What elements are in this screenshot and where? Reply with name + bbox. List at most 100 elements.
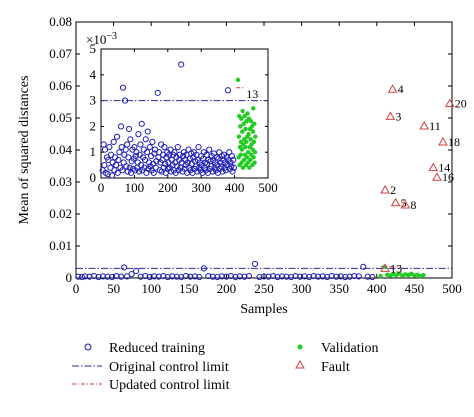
reduced-training-point <box>173 273 180 280</box>
inset-validation-point <box>247 165 252 170</box>
inset-reduced-training-point <box>106 143 113 151</box>
legend-validation-marker <box>297 344 303 350</box>
x-tick-label: 300 <box>292 281 312 296</box>
reduced-training-point <box>95 273 102 281</box>
reduced-training-point <box>133 267 140 275</box>
inset-reduced-training-point <box>161 143 168 151</box>
fault-label: 18 <box>448 135 460 149</box>
reduced-training-point <box>78 273 86 281</box>
reduced-training-point <box>178 273 185 281</box>
legend-original-limit-label: Original control limit <box>109 360 229 375</box>
inset-reduced-training-point <box>195 143 202 151</box>
reduced-training-point <box>292 272 299 280</box>
y-axis-label: Mean of squared distances <box>17 76 32 225</box>
y-tick-label: 0.08 <box>49 14 72 29</box>
inset-validation-point <box>235 77 241 83</box>
reduced-training-point <box>160 272 167 280</box>
fault-point <box>438 136 448 146</box>
inset-fault-label-13: 13 <box>246 87 258 101</box>
inset-validation-point <box>251 139 257 145</box>
reduced-training-point <box>301 273 308 280</box>
reduced-training-point <box>191 273 198 280</box>
legend-reduced-training-marker <box>84 343 92 351</box>
reduced-training-point <box>218 273 225 280</box>
inset-reduced-training-point <box>127 136 134 143</box>
x-tick-label: 450 <box>405 281 425 296</box>
fault-point <box>380 263 390 272</box>
inset-reduced-training-point <box>154 89 161 96</box>
inset-multiplier-exponent: −3 <box>106 31 117 42</box>
reduced-training-point <box>128 271 135 278</box>
reduced-training-point <box>260 273 268 280</box>
inset-reduced-training-point <box>178 61 185 68</box>
inset-validation-point <box>240 165 246 170</box>
inset-reduced-training-point <box>144 128 151 135</box>
x-tick-label: 150 <box>179 281 199 296</box>
y-tick-label: 0.05 <box>49 110 72 125</box>
legend-validation-label: Validation <box>321 341 379 356</box>
reduced-training-point <box>310 272 317 280</box>
inset-validation-point <box>239 147 245 152</box>
reduced-training-point <box>274 273 281 281</box>
inset-reduced-training-point <box>132 152 139 160</box>
x-tick-label: 350 <box>329 281 349 296</box>
reduced-training-point <box>86 273 93 280</box>
reduced-training-point <box>142 272 149 280</box>
reduced-training-point <box>164 273 171 281</box>
inset-reduced-training-point <box>135 131 142 138</box>
reduced-training-point <box>209 273 216 280</box>
inset-x-tick-label: 100 <box>125 180 145 195</box>
fault-point <box>419 120 430 130</box>
inset-reduced-training-point <box>224 87 232 94</box>
reduced-training-point <box>90 272 98 280</box>
x-tick-label: 0 <box>73 281 80 296</box>
y-tick-label: 0.06 <box>49 78 72 93</box>
inset-reduced-training-point <box>145 159 153 166</box>
inset-axes: ×10−3 0 100 200 300 400 500 0 1 2 3 4 5 13 <box>86 31 278 195</box>
inset-y-tick-label: 3 <box>90 93 97 108</box>
inset-reduced-training-point <box>206 146 213 153</box>
inset-validation-point <box>246 150 251 155</box>
inset-validation-point <box>250 129 256 134</box>
inset-reduced-training-point <box>138 120 145 127</box>
x-tick-label: 400 <box>367 281 387 296</box>
reduced-training-point <box>245 272 253 280</box>
validation-point <box>378 273 383 279</box>
inset-validation-point <box>241 157 247 163</box>
x-tick-label: 100 <box>141 281 161 296</box>
x-tick-label: 500 <box>442 281 462 296</box>
y-tick-label: 0 <box>66 270 73 285</box>
fault-point <box>390 197 401 207</box>
inset-x-tick-label: 500 <box>258 180 278 195</box>
reduced-training-point <box>118 273 125 280</box>
inset-y-tick-label: 0 <box>90 170 97 185</box>
inset-validation-point <box>253 134 258 139</box>
reduced-training-point <box>256 273 263 281</box>
fault-label: 5 <box>401 196 407 210</box>
reduced-training-point <box>278 273 286 280</box>
inset-reduced-training-point <box>137 141 144 148</box>
inset-reduced-training-point <box>228 152 236 160</box>
inset-validation-point <box>243 144 248 150</box>
reduced-training-point <box>306 273 313 281</box>
fault-point <box>385 111 396 120</box>
reduced-training-point <box>315 273 322 280</box>
inset-reduced-training-point <box>121 97 129 104</box>
reduced-training-point <box>337 273 344 280</box>
inset-validation-point <box>251 106 256 111</box>
y-tick-label: 0.01 <box>49 238 72 253</box>
inset-reduced-training-point <box>108 172 116 179</box>
reduced-training-point <box>232 273 239 281</box>
inset-reduced-training-point <box>230 164 238 171</box>
reduced-training-point <box>287 273 295 281</box>
inset-reduced-training-point <box>101 146 109 153</box>
inset-reduced-training-point <box>149 138 156 145</box>
inset-reduced-training-point <box>125 125 133 133</box>
inset-y-tick-label: 4 <box>90 67 97 82</box>
legend-updated-limit-label: Updated control limit <box>109 378 230 393</box>
reduced-training-point <box>169 273 176 280</box>
inset-reduced-training-point <box>141 164 148 171</box>
fault-label: 3 <box>395 109 401 123</box>
inset-validation-point <box>244 139 249 145</box>
inset-validation-point <box>243 126 248 132</box>
